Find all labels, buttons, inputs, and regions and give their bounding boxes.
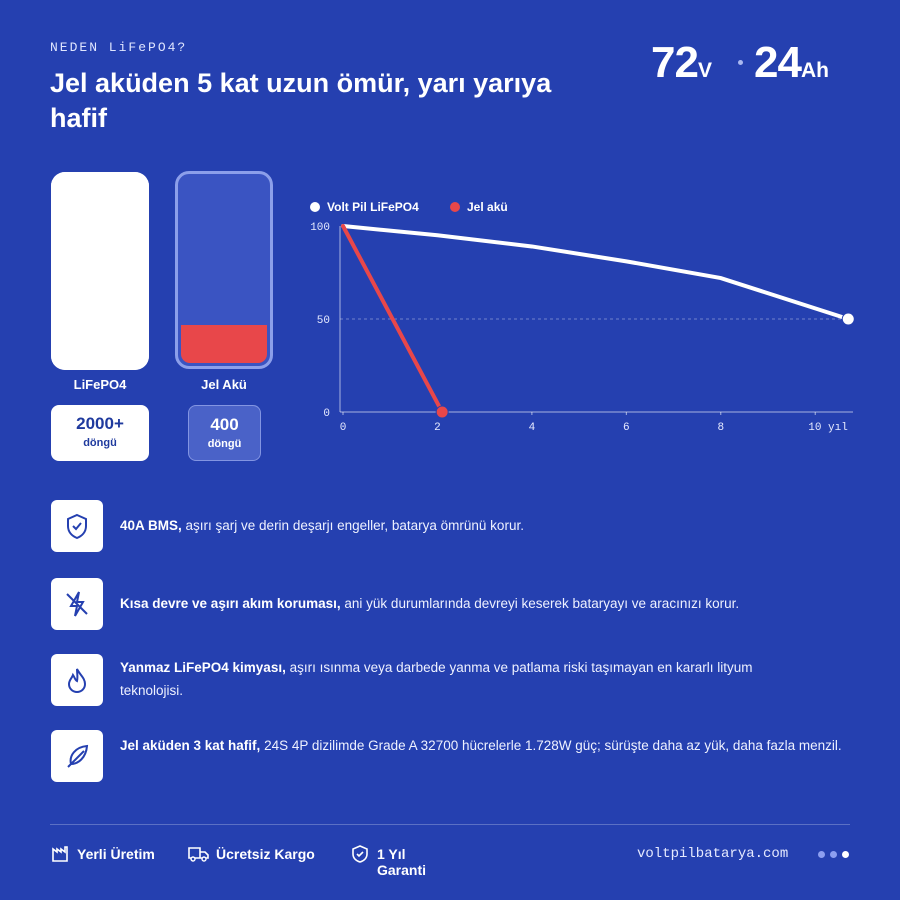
battery-label: Jel Akü — [201, 377, 247, 392]
shield-icon — [352, 845, 368, 863]
feature: Jel aküden 3 kat hafif, 24S 4P dizilimde… — [120, 734, 850, 757]
x-tick-label: 10 yıl — [808, 422, 848, 434]
feature-text: ani yük durumlarında devreyi keserek bat… — [344, 596, 740, 611]
legend-swatch — [310, 202, 320, 212]
page-dot — [842, 851, 849, 858]
feature-lead: Kısa devre ve aşırı akım koruması, — [120, 596, 341, 611]
feature-text: aşırı şarj ve derin deşarjı engeller, ba… — [185, 518, 524, 533]
line — [341, 224, 445, 414]
divider — [50, 824, 850, 825]
headline: Jel aküden 5 kat uzun ömür, yarı yarıya … — [50, 68, 552, 133]
x-tick-label: 2 — [434, 422, 441, 434]
factory-icon — [52, 846, 68, 862]
line — [341, 224, 851, 321]
battery-fill — [51, 172, 149, 370]
cycle-card: 400 döngü — [188, 405, 261, 461]
x-tick-label: 0 — [340, 422, 347, 434]
shield-icon — [51, 500, 103, 552]
cycle-count: 400 — [210, 415, 239, 434]
voltage-value: 72 — [651, 38, 699, 87]
y-tick-label: 0 — [323, 408, 330, 420]
legend-label: Volt Pil LiFePO4 — [327, 200, 419, 214]
feature-lead: 40A BMS, — [120, 518, 182, 533]
feature: Yanmaz LiFePO4 kimyası, aşırı ısınma vey… — [120, 656, 800, 702]
end-point — [841, 312, 855, 326]
end-point — [435, 405, 449, 419]
x-tick-label: 8 — [717, 422, 724, 434]
y-tick-label: 50 — [317, 315, 330, 327]
feather-icon — [51, 730, 103, 782]
badge: 1 Yıl Garanti — [377, 846, 427, 878]
feature-text: 24S 4P dizilimde Grade A 32700 hücrelerl… — [264, 738, 842, 753]
bolt-icon — [51, 578, 103, 630]
battery-shell — [51, 172, 149, 370]
cycle-count: 2000+ — [76, 414, 124, 433]
feature: 40A BMS, aşırı şarj ve derin deşarjı eng… — [120, 514, 850, 537]
voltage-unit: V — [697, 59, 712, 82]
separator — [738, 60, 743, 65]
website: voltpilbatarya.com — [637, 846, 789, 862]
chart: 0 50 100 0 2 4 6 8 10 yıl Volt Pil LiFePO4 Jel akü — [310, 200, 855, 434]
page-dot — [818, 851, 825, 858]
capacity: 24Ah — [754, 38, 829, 88]
x-tick-label: 6 — [623, 422, 630, 434]
capacity-value: 24 — [754, 38, 802, 87]
legend-swatch — [450, 202, 460, 212]
flame-icon — [51, 654, 103, 706]
cycle-unit: döngü — [83, 437, 117, 449]
badge: Yerli Üretim — [77, 846, 155, 862]
feature: Kısa devre ve aşırı akım koruması, ani y… — [120, 592, 850, 615]
y-tick-label: 100 — [310, 222, 330, 234]
cycle-card: 2000+ döngü — [51, 405, 149, 461]
truck-icon — [188, 847, 209, 862]
battery-shell — [175, 171, 273, 369]
legend-label: Jel akü — [467, 200, 508, 214]
feature-lead: Jel aküden 3 kat hafif, — [120, 738, 261, 753]
voltage: 72V — [651, 38, 712, 88]
feature-text: aşırı ısınma veya darbede yanma ve patla… — [120, 660, 753, 698]
feature-lead: Yanmaz LiFePO4 kimyası, — [120, 660, 286, 675]
battery-fill — [181, 324, 267, 363]
cycle-unit: döngü — [207, 438, 242, 450]
capacity-unit: Ah — [800, 59, 829, 82]
eyebrow: NEDEN LiFePO4? — [50, 40, 188, 55]
battery-label: LiFePO4 — [73, 377, 127, 392]
badge: Ücretsiz Kargo — [216, 846, 315, 862]
page-dot — [830, 851, 837, 858]
x-tick-label: 4 — [529, 422, 536, 434]
